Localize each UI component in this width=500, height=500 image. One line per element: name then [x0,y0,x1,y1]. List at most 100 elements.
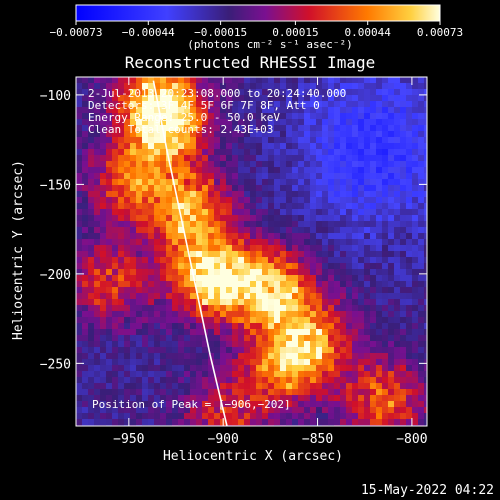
heatmap-cell [184,263,191,270]
heatmap-cell [292,257,299,264]
heatmap-cell [220,203,227,210]
heatmap-cell [118,401,125,408]
heatmap-cell [268,173,275,180]
heatmap-cell [418,215,425,222]
heatmap-cell [328,227,335,234]
heatmap-cell [214,401,221,408]
heatmap-cell [364,263,371,270]
heatmap-cell [106,125,113,132]
heatmap-cell [322,113,329,120]
heatmap-cell [130,233,137,240]
heatmap-cell [256,305,263,312]
heatmap-cell [418,101,425,108]
heatmap-cell [118,335,125,342]
heatmap-cell [382,359,389,366]
heatmap-cell [232,155,239,162]
heatmap-cell [220,371,227,378]
heatmap-cell [118,365,125,372]
heatmap-cell [400,221,407,228]
heatmap-cell [130,131,137,138]
heatmap-cell [244,119,251,126]
heatmap-cell [124,203,131,210]
heatmap-cell [166,95,173,102]
heatmap-cell [214,413,221,420]
heatmap-cell [100,155,107,162]
heatmap-cell [196,413,203,420]
heatmap-cell [202,143,209,150]
heatmap-cell [136,329,143,336]
heatmap-cell [154,413,161,420]
heatmap-cell [154,353,161,360]
heatmap-cell [136,305,143,312]
heatmap-cell [304,275,311,282]
heatmap-cell [130,239,137,246]
heatmap-cell [106,269,113,276]
heatmap-cell [382,257,389,264]
heatmap-cell [280,353,287,360]
heatmap-cell [130,209,137,216]
heatmap-cell [106,215,113,222]
heatmap-cell [196,359,203,366]
heatmap-cell [382,143,389,150]
heatmap-cell [100,389,107,396]
heatmap-cell [400,293,407,300]
heatmap-cell [304,353,311,360]
heatmap-cell [88,347,95,354]
heatmap-cell [400,383,407,390]
heatmap-cell [226,161,233,168]
heatmap-cell [376,131,383,138]
heatmap-cell [400,107,407,114]
heatmap-cell [292,299,299,306]
heatmap-cell [142,419,149,426]
heatmap-cell [208,395,215,402]
heatmap-cell [148,185,155,192]
heatmap-cell [172,305,179,312]
heatmap-cell [124,269,131,276]
heatmap-cell [334,269,341,276]
heatmap-cell [406,167,413,174]
heatmap-cell [124,305,131,312]
heatmap-cell [364,383,371,390]
heatmap-cell [352,269,359,276]
heatmap-cell [106,419,113,426]
heatmap-cell [124,101,131,108]
heatmap-cell [178,365,185,372]
heatmap-cell [292,167,299,174]
heatmap-cell [370,113,377,120]
heatmap-cell [142,83,149,90]
heatmap-cell [370,197,377,204]
heatmap-cell [346,83,353,90]
heatmap-cell [376,149,383,156]
heatmap-cell [178,131,185,138]
heatmap-cell [136,251,143,258]
heatmap-cell [268,371,275,378]
heatmap-cell [88,365,95,372]
heatmap-cell [358,149,365,156]
heatmap-cell [352,233,359,240]
heatmap-cell [154,161,161,168]
heatmap-cell [406,131,413,138]
heatmap-cell [232,407,239,414]
heatmap-cell [394,371,401,378]
heatmap-cell [286,185,293,192]
heatmap-cell [340,113,347,120]
heatmap-cell [250,359,257,366]
heatmap-cell [184,251,191,258]
heatmap-cell [328,197,335,204]
heatmap-cell [82,77,89,84]
heatmap-cell [352,329,359,336]
heatmap-cell [298,389,305,396]
heatmap-cell [244,401,251,408]
heatmap-cell [250,275,257,282]
heatmap-cell [262,179,269,186]
heatmap-cell [406,419,413,426]
heatmap-cell [214,245,221,252]
heatmap-cell [340,131,347,138]
heatmap-cell [220,179,227,186]
heatmap-cell [256,281,263,288]
heatmap-cell [400,365,407,372]
heatmap-cell [118,119,125,126]
heatmap-cell [106,77,113,84]
heatmap-cell [130,293,137,300]
heatmap-cell [166,179,173,186]
